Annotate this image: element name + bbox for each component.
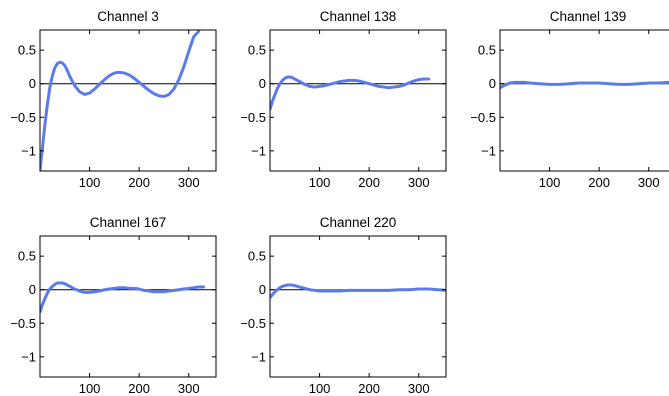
chart-title: Channel 220 — [320, 215, 397, 230]
y-tick-label: 0 — [259, 76, 266, 91]
y-tick-label: −0.5 — [470, 110, 496, 125]
series-line — [500, 80, 669, 90]
y-tick-label: 0.5 — [18, 249, 36, 264]
plot-frame — [499, 29, 669, 172]
chart-title: Channel 3 — [97, 9, 159, 24]
chart-title: Channel 167 — [90, 215, 167, 230]
y-tick-label: −1 — [21, 349, 36, 364]
y-tick-label: −1 — [481, 143, 496, 158]
x-tick-label: 100 — [539, 175, 561, 190]
y-tick-label: 0.5 — [18, 43, 36, 58]
x-tick-label: 100 — [79, 175, 101, 190]
series-line — [40, 281, 206, 314]
x-tick-label: 300 — [178, 175, 200, 190]
x-tick-label: 200 — [588, 175, 610, 190]
y-tick-label: 0 — [29, 76, 36, 91]
y-tick-label: −1 — [21, 143, 36, 158]
chart-panel: Channel 139 100 200 300 0.5 0 −0.5 −1 — [470, 9, 669, 190]
x-tick-label: 200 — [358, 175, 380, 190]
x-tick-label: 100 — [79, 381, 101, 396]
y-tick-label: −0.5 — [240, 316, 266, 331]
x-tick-label: 300 — [638, 175, 660, 190]
chart-panel: Channel 167 100 200 300 0.5 0 −0.5 −1 — [10, 215, 217, 396]
series-line — [270, 75, 431, 111]
x-tick-label: 100 — [309, 175, 331, 190]
y-tick-label: 0 — [29, 282, 36, 297]
chart-panel: Channel 3 100 200 300 0.5 0 −0.5 −1 — [10, 9, 217, 190]
x-tick-label: 200 — [128, 175, 150, 190]
y-tick-label: −0.5 — [240, 110, 266, 125]
x-tick-label: 100 — [309, 381, 331, 396]
y-tick-label: 0.5 — [478, 43, 496, 58]
y-tick-label: 0 — [489, 76, 496, 91]
x-tick-label: 300 — [408, 175, 430, 190]
plot-frame — [269, 29, 447, 172]
chart-title: Channel 139 — [550, 9, 627, 24]
y-tick-label: 0.5 — [248, 249, 266, 264]
y-tick-label: −0.5 — [10, 316, 36, 331]
x-tick-label: 300 — [408, 381, 430, 396]
chart-panel: Channel 138 100 200 300 0.5 0 −0.5 −1 — [240, 9, 447, 190]
y-tick-label: −0.5 — [10, 110, 36, 125]
y-tick-label: −1 — [251, 143, 266, 158]
y-tick-label: 0 — [259, 282, 266, 297]
series-line — [270, 283, 446, 300]
plot-frame — [269, 235, 447, 378]
plot-frame — [39, 29, 217, 172]
x-tick-label: 200 — [128, 381, 150, 396]
y-tick-label: 0.5 — [248, 43, 266, 58]
y-tick-label: −1 — [251, 349, 266, 364]
x-tick-label: 200 — [358, 381, 380, 396]
series-line — [40, 30, 201, 171]
chart-panel: Channel 220 100 200 300 0.5 0 −0.5 −1 — [240, 215, 447, 396]
chart-title: Channel 138 — [320, 9, 397, 24]
x-tick-label: 300 — [178, 381, 200, 396]
plot-frame — [39, 235, 217, 378]
